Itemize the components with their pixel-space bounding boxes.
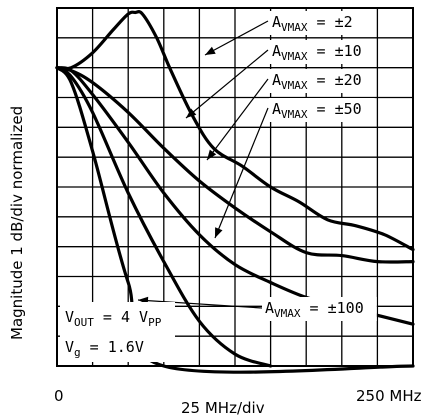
arrow-line-1: [185, 49, 269, 119]
curves: [55, 10, 415, 374]
series-line-3: [55, 66, 273, 368]
x-tick-label-250: 250 MHz: [356, 387, 422, 405]
series-label-bg: [269, 40, 375, 64]
arrow-line-0: [204, 20, 269, 56]
series-label-bg: [269, 98, 375, 122]
arrow-line-3: [214, 107, 269, 239]
vout-annotation: VOUT = 4 VPP: [65, 308, 162, 329]
series-labels: AVMAX = ±2 AVMAX = ±10 AVMAX = ±20 AVMAX = …: [60, 11, 377, 362]
series-line-0: [55, 10, 415, 252]
plot-frame: [56, 7, 414, 367]
series-line-1: [55, 66, 415, 264]
series-label-bg: [269, 11, 366, 35]
x-tick-label-0: 0: [54, 387, 64, 405]
arrow-line-4: [137, 299, 263, 309]
arrow-line-2: [206, 78, 269, 161]
series-label-1: AVMAX = ±10: [272, 42, 362, 63]
y-axis-label: Magnitude 1 dB/div normalized: [8, 106, 26, 340]
series-label-2: AVMAX = ±20: [272, 71, 362, 92]
series-label-bg: [262, 297, 377, 321]
series-label-bg: [269, 69, 375, 93]
x-axis-label: 25 MHz/div: [181, 399, 265, 417]
arrow-head-2: [207, 149, 217, 160]
arrow-head-0: [205, 46, 216, 55]
series-label-4: AVMAX = ±100: [265, 299, 364, 320]
annotation-arrows: [137, 20, 269, 309]
series-label-3: AVMAX = ±50: [272, 100, 362, 121]
annotation-box: [60, 302, 175, 362]
series-label-0: AVMAX = ±2: [272, 13, 353, 34]
series-line-4: [55, 66, 415, 374]
vg-annotation: Vg = 1.6V: [65, 338, 144, 359]
arrow-head-3: [215, 227, 223, 238]
arrow-head-1: [186, 108, 197, 118]
